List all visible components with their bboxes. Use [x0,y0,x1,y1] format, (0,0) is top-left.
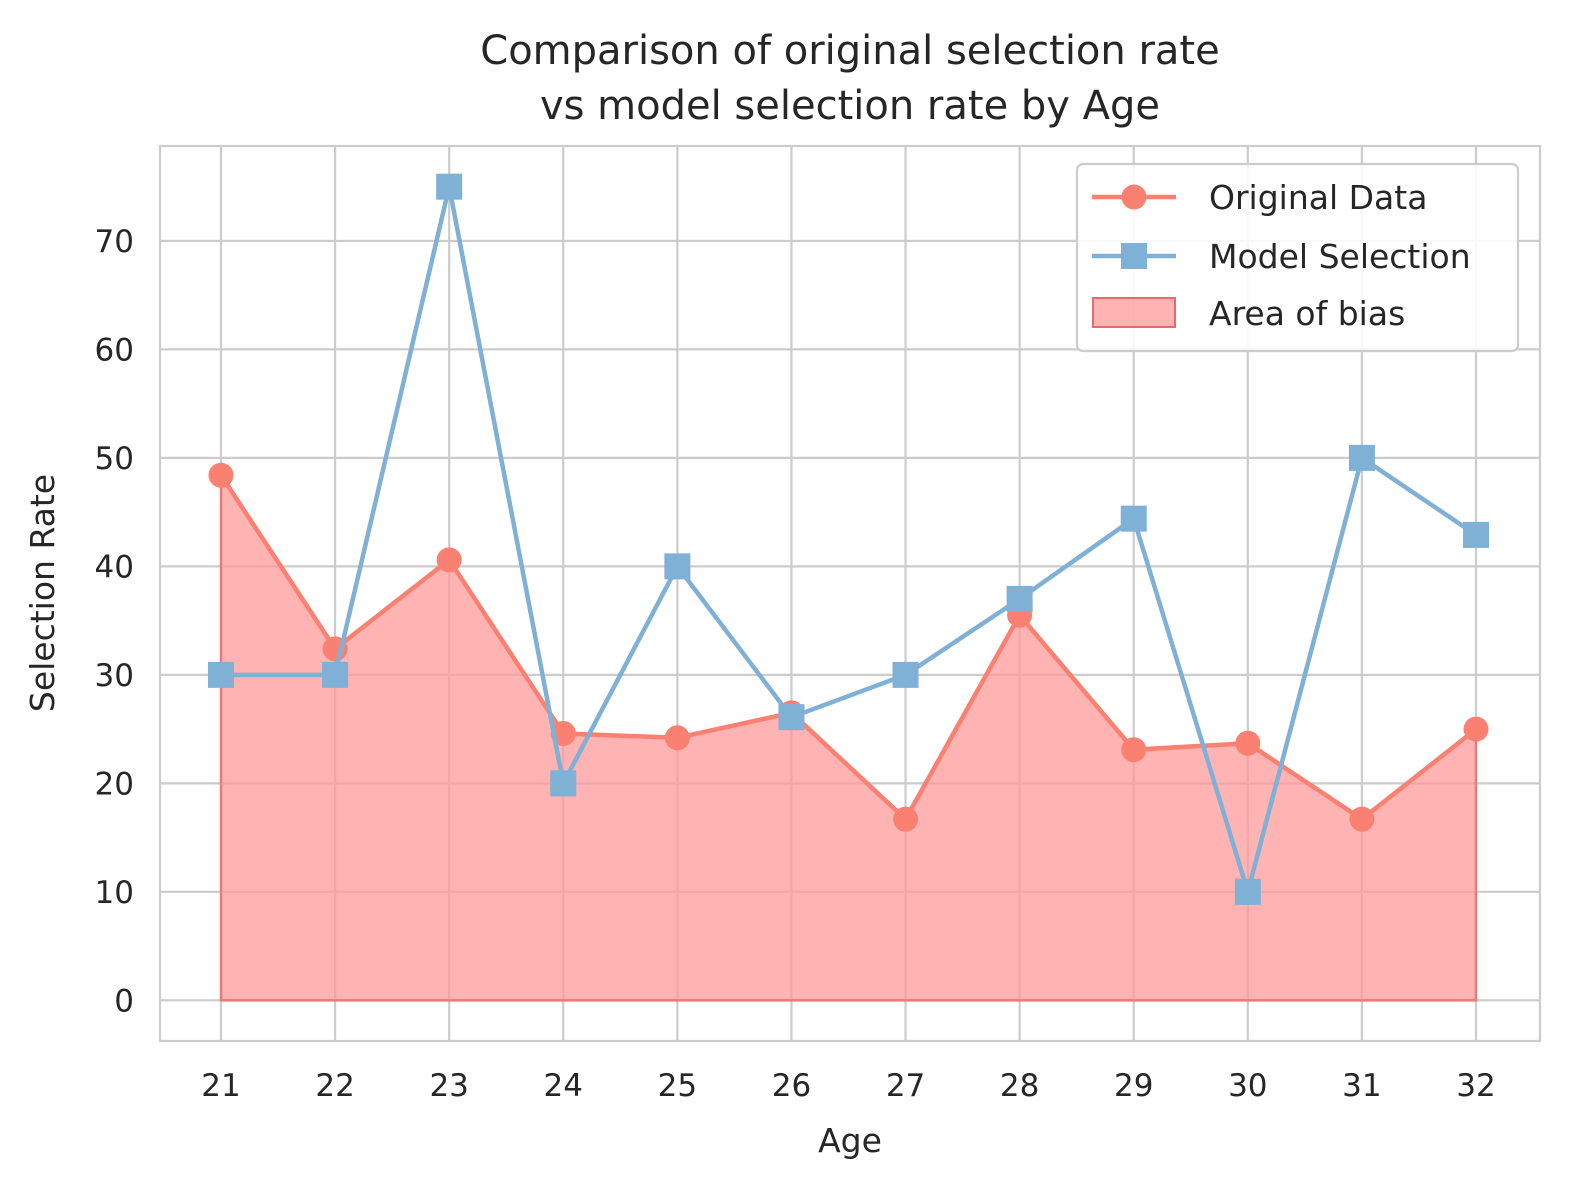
chart-title-line-2: vs model selection rate by Age [540,83,1160,129]
model-selection-point [436,173,463,200]
x-tick-label: 32 [1456,1068,1495,1104]
x-tick-label: 29 [1114,1068,1153,1104]
model-selection-point [1006,585,1033,612]
x-tick-labels: 21 22 23 24 25 26 27 28 29 30 31 32 [201,1068,1495,1104]
y-tick-label: 10 [95,875,134,911]
original-data-point [1121,737,1147,763]
model-selection-point [1120,505,1147,532]
model-selection-line [221,184,1478,895]
model-selection-point [778,704,805,731]
x-tick-label: 21 [201,1068,240,1104]
x-tick-label: 25 [658,1068,697,1104]
x-tick-label: 23 [429,1068,468,1104]
model-selection-point [322,661,349,688]
original-data-point [208,462,234,488]
x-tick-label: 30 [1228,1068,1267,1104]
plot-frame [158,144,1542,1043]
series [208,173,1489,905]
y-tick-label: 0 [114,983,134,1019]
legend-marker-original-data [1121,184,1147,210]
original-data-point [1463,716,1489,742]
model-selection-point [1348,444,1375,471]
model-selection-point [208,661,234,688]
x-tick-label: 28 [1000,1068,1039,1104]
model-selection-point [664,553,691,580]
series-model-selection [208,173,1489,905]
x-tick-label: 26 [772,1068,811,1104]
legend-label-model-selection: Model Selection [1209,237,1471,276]
y-tick-label: 30 [95,658,134,694]
x-tick-label: 22 [315,1068,354,1104]
legend-marker-model-selection [1121,243,1147,269]
y-tick-label: 50 [95,441,134,477]
original-data-point [1349,806,1375,832]
legend-box [1075,162,1520,353]
model-selection-point [1463,521,1489,548]
legend-label-original-data: Original Data [1209,178,1427,217]
x-tick-label: 31 [1342,1068,1381,1104]
original-data-point [664,725,690,751]
legend-label-area-of-bias: Area of bias [1209,294,1405,333]
x-tick-label: 27 [886,1068,925,1104]
x-tick-label: 24 [544,1068,583,1104]
chart-title-line-1: Comparison of original selection rate [480,28,1219,74]
y-axis-label: Selection Rate [23,474,62,712]
original-data-point [1235,730,1261,756]
model-selection-point [1234,878,1261,905]
y-tick-label: 40 [95,549,134,585]
y-tick-label: 70 [95,224,134,260]
y-tick-label: 20 [95,766,134,802]
y-tick-label: 60 [95,332,134,368]
original-data-line [219,474,1478,822]
model-selection-point [550,770,577,797]
x-axis-label: Age [818,1121,882,1160]
legend-swatch-area-of-bias [1092,297,1176,328]
legend: Original Data Model Selection Area of bias [1075,162,1520,353]
model-selection-point [892,661,919,688]
original-data-point [436,547,462,573]
y-tick-labels: 0 10 20 30 40 50 60 70 [95,224,134,1019]
original-data-point [893,806,919,832]
